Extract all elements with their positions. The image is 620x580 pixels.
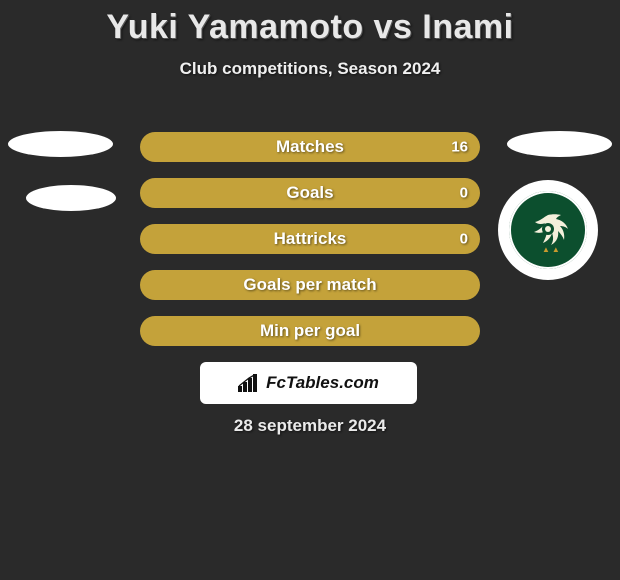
stat-label: Goals [286,183,333,203]
stat-value: 16 [451,139,468,156]
stat-label: Matches [276,137,344,157]
stat-value: 0 [460,231,468,248]
stat-row-matches: Matches 16 [140,132,480,162]
stat-row-hattricks: Hattricks 0 [140,224,480,254]
eagle-icon: ▲▲ [525,207,571,253]
stat-label: Hattricks [274,229,347,249]
stat-row-gpm: Goals per match [140,270,480,300]
footer-date: 28 september 2024 [0,416,620,436]
stat-row-mpg: Min per goal [140,316,480,346]
tokyo-verdy-badge: ▲▲ [509,191,587,269]
badge-feet: ▲▲ [542,245,562,254]
stat-value: 0 [460,185,468,202]
team-right-badge: ▲▲ [498,180,598,280]
stat-bars: Matches 16 Goals 0 Hattricks 0 Goals per… [140,132,480,362]
stat-label: Min per goal [260,321,360,341]
page-subtitle: Club competitions, Season 2024 [0,59,620,79]
team-left-placeholder [26,185,116,211]
player-left-placeholder [8,131,113,157]
comparison-card: Yuki Yamamoto vs Inami Club competitions… [0,8,620,580]
page-title: Yuki Yamamoto vs Inami [0,8,620,47]
player-right-placeholder [507,131,612,157]
fctables-logo: FcTables.com [238,373,379,393]
brand-text: FcTables.com [266,373,379,393]
stat-label: Goals per match [243,275,376,295]
bars-icon [238,374,260,392]
brand-box: FcTables.com [200,362,417,404]
stat-row-goals: Goals 0 [140,178,480,208]
